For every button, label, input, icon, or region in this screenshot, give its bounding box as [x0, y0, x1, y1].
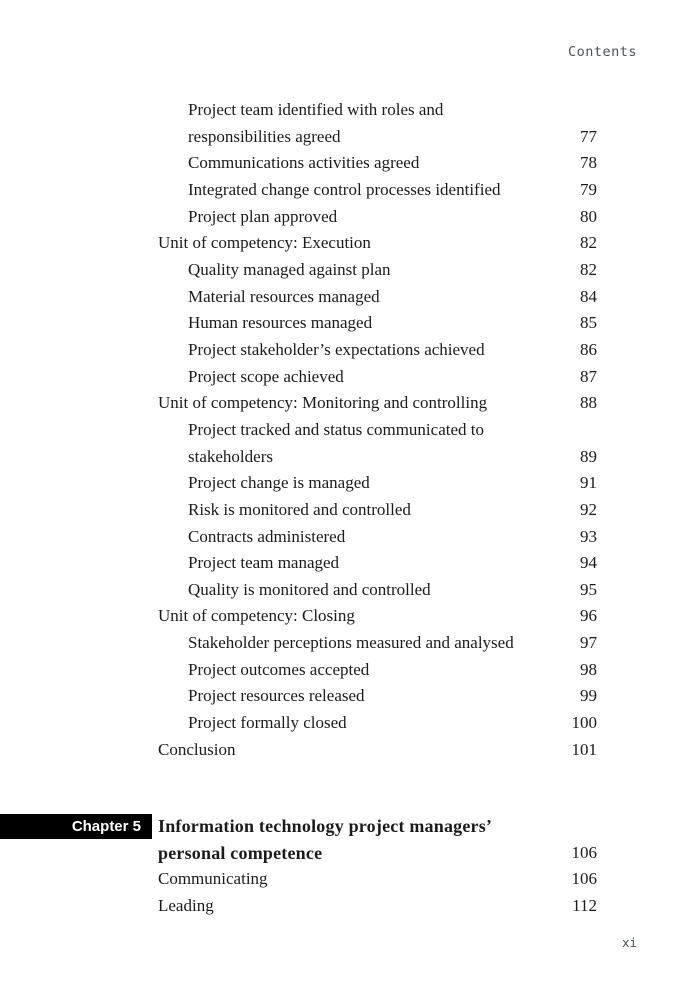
toc-entry-text: Project scope achieved [188, 366, 344, 386]
toc-entry-line: Stakeholder perceptions measured and ana… [158, 630, 597, 657]
page-header-label: Contents [567, 44, 637, 60]
toc-entry-line: Project outcomes accepted 98 [158, 657, 597, 684]
toc-entry-page-number: 82 [580, 259, 597, 279]
toc-entry-text: Unit of competency: Execution [158, 233, 371, 253]
chapter-title-text: personal competence [158, 842, 323, 863]
toc-entry-text: Unit of competency: Monitoring and contr… [158, 393, 488, 413]
toc-entry-text: Project formally closed [188, 713, 347, 733]
toc-entry-text: Quality is monitored and controlled [188, 579, 431, 599]
toc-entry-text: responsibilities agreed [188, 126, 341, 146]
toc-entry-text: Communicating [158, 869, 268, 889]
toc-entry-line: Project resources released 99 [158, 683, 597, 710]
toc-entry-text: Integrated change control processes iden… [188, 179, 501, 199]
toc-entry-line: Risk is monitored and controlled 92 [158, 497, 597, 524]
toc-entry-page-number: 101 [571, 739, 598, 759]
toc-entry-text: Contracts administered [188, 526, 346, 546]
toc-entry-text: Material resources managed [188, 286, 380, 306]
folio-page-number: xi [621, 935, 637, 950]
toc-entry-page-number: 92 [580, 499, 597, 519]
toc-entry-page-number: 95 [580, 579, 597, 599]
toc-entry-text: Project resources released [188, 686, 365, 706]
chapter-title-text: Information technology project managers’ [158, 816, 493, 836]
toc-entry-page-number: 94 [580, 553, 597, 573]
toc-entry-page-number: 89 [580, 446, 597, 466]
toc-entry-text: Human resources managed [188, 313, 373, 333]
toc-entry-line: Project plan approved 80 [158, 204, 597, 231]
toc-entry-page-number: 86 [580, 339, 597, 359]
toc-entry-line: Integrated change control processes iden… [158, 177, 597, 204]
toc-entry-page-number: 112 [572, 895, 597, 915]
toc-entry-line: responsibilities agreed 77 [158, 124, 597, 151]
chapter-number-banner: Chapter 5 [0, 814, 152, 839]
toc-entry-text: Project plan approved [188, 206, 338, 226]
toc-entry-text: Unit of competency: Closing [158, 606, 355, 626]
toc-entry-line: Unit of competency: Execution 82 [158, 230, 597, 257]
chapter-title-line: Information technology project managers’ [158, 813, 597, 840]
toc-entry-text: Project change is managed [188, 473, 370, 493]
toc-entry-page-number: 97 [580, 633, 597, 653]
toc-entry-line: Leading 112 [158, 893, 597, 920]
toc-entry-text: Project stakeholder’s expectations achie… [188, 339, 485, 359]
toc-entry-line: Project stakeholder’s expectations achie… [158, 337, 597, 364]
toc-entry-line: Conclusion 101 [158, 737, 597, 764]
toc-entry-text: stakeholders [188, 446, 273, 466]
toc-entry-page-number: 80 [580, 206, 597, 226]
toc-entry-text: Project outcomes accepted [188, 659, 370, 679]
toc-entry-line: Project scope achieved 87 [158, 364, 597, 391]
toc-entry-text: Project tracked and status communicated … [188, 419, 484, 439]
toc-entry-text: Stakeholder perceptions measured and ana… [188, 633, 514, 653]
toc-entry-line: Contracts administered 93 [158, 524, 597, 551]
toc-entry-line: Material resources managed 84 [158, 284, 597, 311]
toc-entry-page-number: 88 [580, 393, 597, 413]
toc-entry-page-number: 85 [580, 313, 597, 333]
toc-entry-line: Unit of competency: Closing 96 [158, 603, 597, 630]
toc-entry-line: Communications activities agreed 78 [158, 150, 597, 177]
toc-entry-line: Communicating 106 [158, 866, 597, 893]
toc-entry-text: Quality managed against plan [188, 259, 391, 279]
toc-entry-text: Project team identified with roles and [188, 100, 444, 119]
toc-entry-page-number: 87 [580, 366, 597, 386]
toc-list: Project team identified with roles and re… [158, 97, 597, 763]
toc-entry-page-number: 99 [580, 686, 597, 706]
toc-entry-page-number: 84 [580, 286, 597, 306]
toc-entry-page-number: 79 [580, 179, 597, 199]
toc-entry-text: Project team managed [188, 553, 340, 573]
toc-entry-line: Project formally closed 100 [158, 710, 597, 737]
toc-entry-page-number: 77 [580, 126, 597, 146]
toc-entry-line: stakeholders 89 [158, 444, 597, 471]
toc-entry-line: Project team managed 94 [158, 550, 597, 577]
toc-entry-page-number: 96 [580, 606, 597, 626]
chapter-section: Information technology project managers’… [158, 813, 597, 920]
toc-entry-page-number: 78 [580, 153, 597, 173]
toc-entry-line: Project tracked and status communicated … [158, 417, 597, 444]
chapter-title-page-number: 106 [571, 842, 598, 862]
toc-entry-line: Unit of competency: Monitoring and contr… [158, 390, 597, 417]
chapter-title-line: personal competence 106 [158, 840, 597, 867]
toc-entry-page-number: 93 [580, 526, 597, 546]
toc-entry-page-number: 98 [580, 659, 597, 679]
chapter-entry-list: Communicating 106 Leading 112 [158, 866, 597, 919]
toc-entry-page-number: 106 [571, 869, 598, 889]
toc-entry-line: Project team identified with roles and [158, 97, 597, 124]
toc-entry-page-number: 100 [571, 713, 598, 733]
toc-entry-line: Quality is monitored and controlled 95 [158, 577, 597, 604]
toc-entry-text: Leading [158, 895, 214, 915]
toc-entry-text: Risk is monitored and controlled [188, 499, 411, 519]
toc-entry-line: Quality managed against plan 82 [158, 257, 597, 284]
toc-entry-page-number: 82 [580, 233, 597, 253]
toc-entry-text: Communications activities agreed [188, 153, 420, 173]
toc-entry-line: Project change is managed 91 [158, 470, 597, 497]
toc-entry-text: Conclusion [158, 739, 236, 759]
toc-entry-line: Human resources managed 85 [158, 310, 597, 337]
toc-entry-page-number: 91 [580, 473, 597, 493]
